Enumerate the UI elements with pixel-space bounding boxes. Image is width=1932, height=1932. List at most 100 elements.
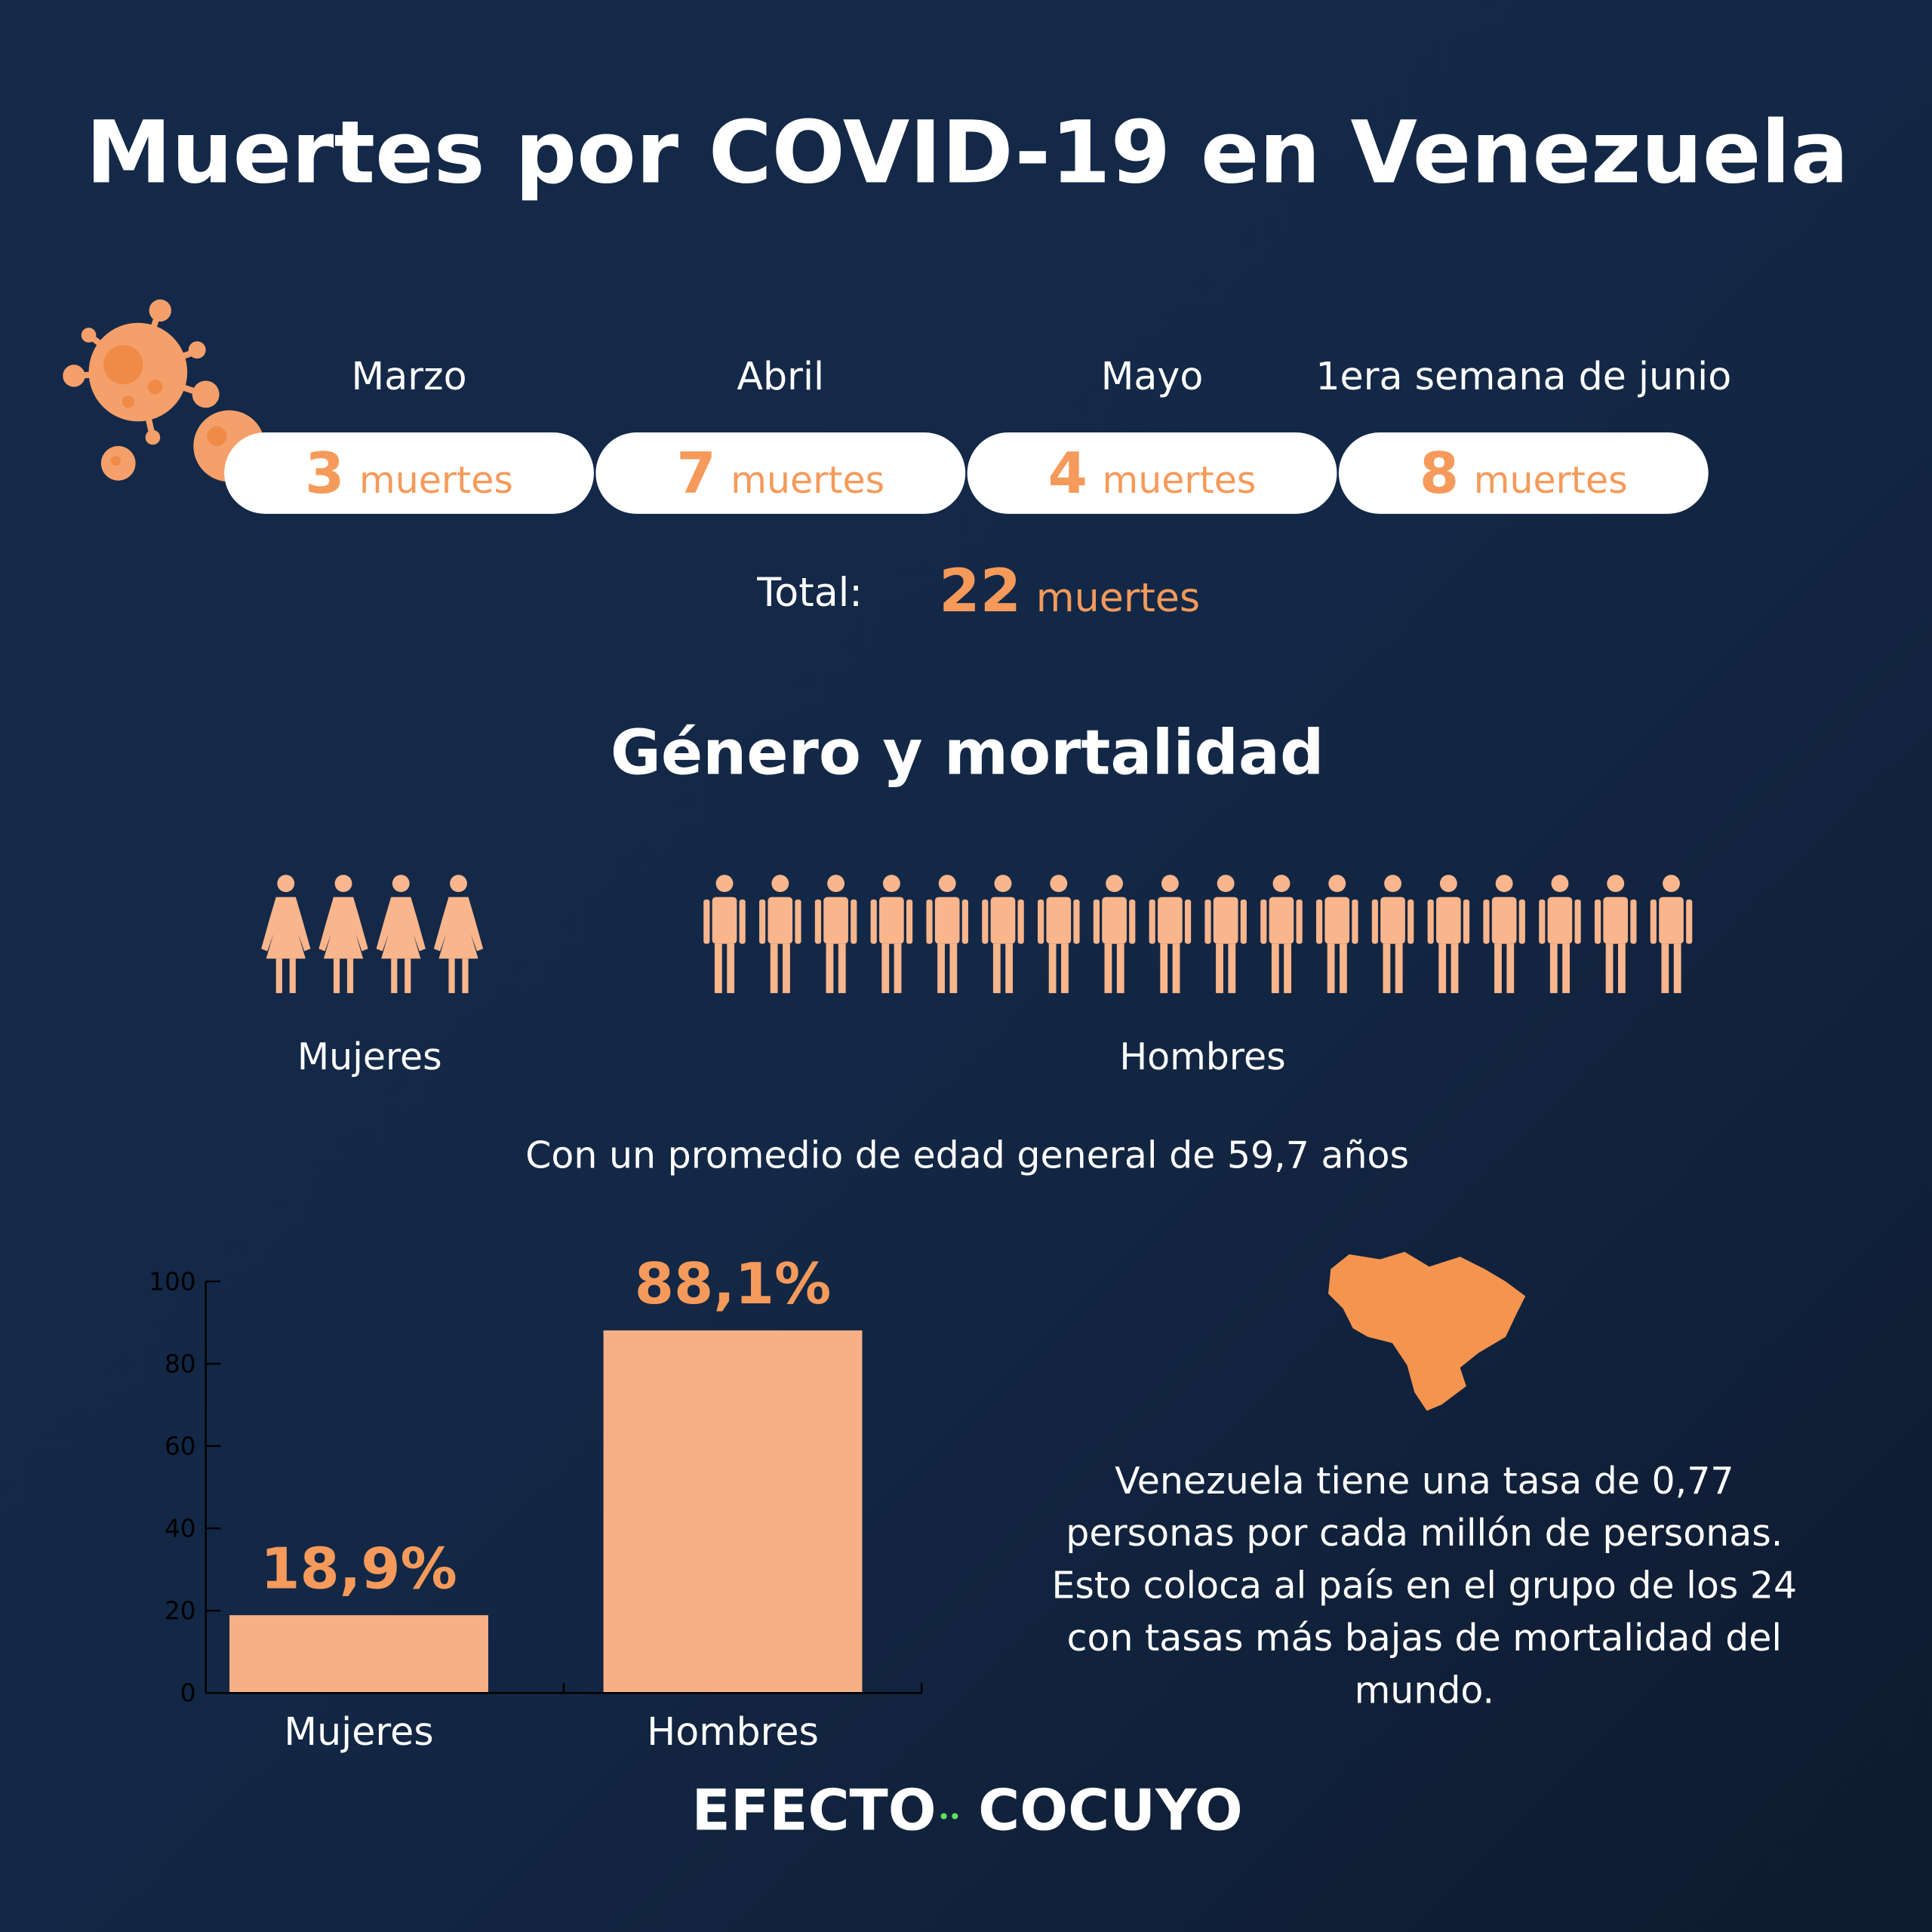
icon-leg bbox=[1438, 943, 1447, 993]
month-label: Abril bbox=[737, 354, 824, 398]
month-count: 8 muertes bbox=[1420, 440, 1628, 506]
icon-arm bbox=[759, 899, 766, 944]
icon-leg bbox=[1395, 943, 1403, 993]
virus-icon bbox=[63, 299, 266, 482]
woman-icon bbox=[318, 875, 368, 993]
man-icon bbox=[759, 875, 801, 993]
icon-head bbox=[1106, 875, 1123, 893]
icon-arm bbox=[1204, 899, 1211, 944]
icon-leg bbox=[783, 943, 790, 993]
icon-torso bbox=[1436, 897, 1461, 944]
icon-arm bbox=[1427, 899, 1434, 944]
icon-leg bbox=[1673, 943, 1681, 993]
icon-arm bbox=[1352, 899, 1358, 944]
paragraph-line: Venezuela tiene una tasa de 0,77 bbox=[1115, 1460, 1734, 1503]
icon-head bbox=[392, 875, 410, 893]
icon-torso bbox=[1380, 897, 1405, 944]
value-label: 18,9% bbox=[260, 1535, 457, 1601]
total-label: Total: bbox=[756, 571, 863, 616]
month-value: 7 bbox=[676, 440, 715, 506]
title: Muertes por COVID-19 en Venezuela bbox=[86, 103, 1849, 203]
man-icon bbox=[1539, 875, 1581, 993]
icon-leg bbox=[1160, 943, 1168, 993]
man-icon bbox=[1483, 875, 1525, 993]
icon-torso bbox=[990, 897, 1016, 944]
icon-arm bbox=[1184, 899, 1192, 944]
icon-arm bbox=[1574, 899, 1581, 944]
y-tick-label: 80 bbox=[165, 1349, 196, 1378]
icon-arm bbox=[1539, 899, 1546, 944]
month-unit: muertes bbox=[359, 459, 513, 502]
icon-arm bbox=[1315, 899, 1323, 944]
icon-torso bbox=[1269, 897, 1294, 944]
icon-body bbox=[433, 897, 484, 959]
icon-arm bbox=[1038, 899, 1044, 944]
icon-torso bbox=[1659, 897, 1684, 944]
icon-torso bbox=[1046, 897, 1072, 944]
month-unit: muertes bbox=[1474, 459, 1628, 502]
icon-leg bbox=[391, 958, 398, 993]
icon-leg bbox=[1284, 943, 1292, 993]
icon-head bbox=[1551, 875, 1569, 893]
icon-torso bbox=[1603, 897, 1629, 944]
icon-leg bbox=[462, 958, 469, 993]
icon-leg bbox=[937, 943, 945, 993]
icon-arm bbox=[739, 899, 746, 944]
bar bbox=[603, 1330, 863, 1694]
month-pill bbox=[967, 432, 1337, 514]
icon-body bbox=[318, 897, 368, 959]
icon-arm bbox=[1463, 899, 1470, 944]
icon-body bbox=[261, 897, 311, 959]
man-icon bbox=[982, 875, 1024, 993]
icon-head bbox=[1328, 875, 1346, 893]
icon-head bbox=[938, 875, 956, 893]
month-pill bbox=[1338, 432, 1709, 514]
y-tick-label: 40 bbox=[165, 1515, 196, 1543]
icon-arm bbox=[1240, 899, 1247, 944]
y-tick-label: 60 bbox=[165, 1432, 196, 1461]
y-tick-label: 100 bbox=[149, 1267, 195, 1296]
venezuela-map bbox=[1328, 1251, 1526, 1411]
icon-arm bbox=[926, 899, 933, 944]
icon-arm bbox=[1518, 899, 1525, 944]
icon-head bbox=[1161, 875, 1179, 893]
icon-head bbox=[1384, 875, 1401, 893]
icon-leg bbox=[1005, 943, 1014, 993]
icon-arm bbox=[1650, 899, 1657, 944]
icon-leg bbox=[714, 943, 722, 993]
y-tick-label: 20 bbox=[165, 1597, 196, 1626]
icon-leg bbox=[289, 958, 296, 993]
icon-torso bbox=[712, 897, 737, 944]
icon-arm bbox=[1483, 899, 1490, 944]
icon-head bbox=[277, 875, 295, 893]
month-label: Mayo bbox=[1101, 354, 1204, 398]
month-value: 8 bbox=[1420, 440, 1459, 506]
man-icon bbox=[1149, 875, 1192, 993]
icon-head bbox=[1439, 875, 1457, 893]
icon-leg bbox=[1327, 943, 1335, 993]
total-unit: muertes bbox=[1036, 576, 1200, 621]
icon-leg bbox=[992, 943, 1001, 993]
y-tick-label: 0 bbox=[180, 1679, 196, 1708]
paragraph-line: Esto coloca al país en el grupo de los 2… bbox=[1051, 1564, 1797, 1607]
icon-leg bbox=[826, 943, 834, 993]
icon-arm bbox=[1296, 899, 1303, 944]
icon-arm bbox=[1260, 899, 1267, 944]
icon-leg bbox=[770, 943, 778, 993]
icon-torso bbox=[1213, 897, 1238, 944]
icon-leg bbox=[1451, 943, 1459, 993]
icon-arm bbox=[1686, 899, 1693, 944]
month-label: 1era semana de junio bbox=[1315, 354, 1731, 398]
icon-arm bbox=[906, 899, 913, 944]
icon-head bbox=[1607, 875, 1625, 893]
icon-head bbox=[827, 875, 845, 893]
icon-arm bbox=[1093, 899, 1100, 944]
man-icon bbox=[1260, 875, 1303, 993]
man-icon bbox=[1594, 875, 1637, 993]
icon-arm bbox=[851, 899, 857, 944]
month-value: 3 bbox=[305, 440, 344, 506]
icon-leg bbox=[1216, 943, 1223, 993]
icon-arm bbox=[982, 899, 989, 944]
man-icon bbox=[1315, 875, 1358, 993]
